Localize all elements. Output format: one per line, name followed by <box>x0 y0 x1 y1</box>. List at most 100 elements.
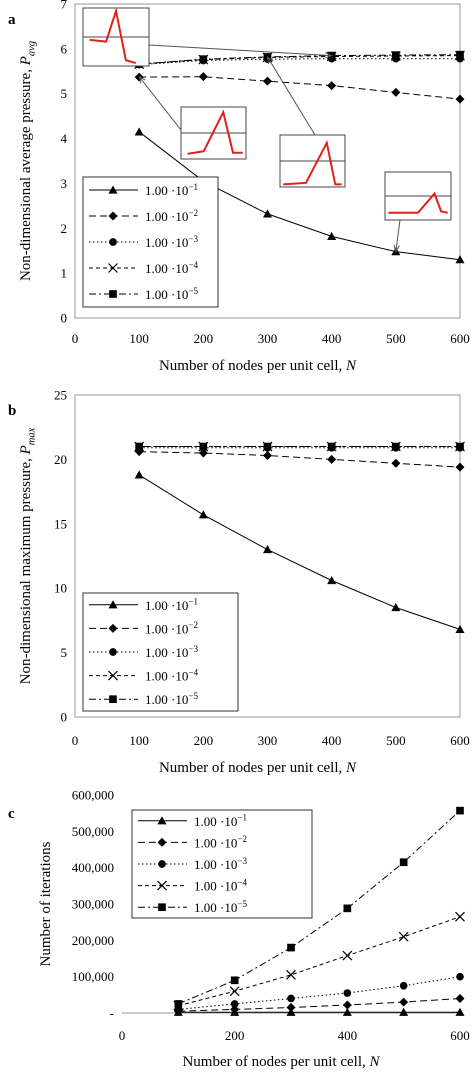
plot-frame <box>74 3 461 319</box>
data-point <box>455 94 465 104</box>
y-tick-label: 4 <box>61 131 68 146</box>
chart-panel-b: b 0 5 10 15 20 25 0 100 200 300 400 500 600 <box>8 388 470 749</box>
y-tick-label: 0 <box>61 710 68 725</box>
y-tick-label: 1 <box>61 266 68 281</box>
legend-marker <box>109 290 117 298</box>
inset-pressure-curve <box>89 6 137 65</box>
x-tick-label: 300 <box>258 733 278 748</box>
legend-box <box>82 592 239 712</box>
y-tick-label: 400,000 <box>72 860 114 875</box>
x-tick-label: 100 <box>129 331 149 346</box>
data-point <box>391 87 401 97</box>
legend-label: 1.00 ·10−2 <box>194 834 247 850</box>
data-point <box>456 972 464 981</box>
legend-label: 1.00 ·10−5 <box>145 691 198 707</box>
data-point <box>134 470 144 479</box>
y-tick-label: 20 <box>54 452 67 467</box>
data-point <box>455 993 465 1003</box>
legend-marker <box>109 648 117 656</box>
data-point <box>263 451 272 461</box>
data-point <box>286 1003 296 1013</box>
legend-label: 1.00 ·10−5 <box>145 286 198 302</box>
data-point <box>342 1007 352 1016</box>
series-line <box>178 998 461 1012</box>
y-tick-label: 600,000 <box>72 788 114 803</box>
data-point <box>286 969 296 980</box>
legend-marker <box>157 880 167 891</box>
legend-marker <box>108 670 118 681</box>
legend-label: 1.00 ·10−4 <box>145 260 198 276</box>
data-point <box>398 931 409 942</box>
inset-thumbnail <box>138 75 247 160</box>
data-point <box>343 904 352 913</box>
data-point <box>342 1000 352 1010</box>
y-tick-label: 10 <box>54 581 67 596</box>
legend-marker <box>109 238 117 246</box>
data-point <box>327 454 337 464</box>
y-axis-label: Non-dimensional maximum pressure, Pmax <box>18 427 38 684</box>
data-point <box>455 624 465 634</box>
inset-arrow <box>148 44 332 57</box>
inset-arrow <box>267 56 316 136</box>
data-point <box>174 1000 183 1008</box>
x-tick-label: 600 <box>450 1028 470 1043</box>
inset-pressure-curve <box>283 139 342 186</box>
data-point <box>455 462 465 472</box>
legend-marker <box>158 860 166 868</box>
data-point <box>392 442 400 451</box>
x-tick-label: 0 <box>72 331 79 346</box>
x-axis-label: Number of nodes per unit cell, N <box>159 358 357 374</box>
data-point <box>399 997 409 1007</box>
y-tick-label: 25 <box>54 388 67 403</box>
data-point <box>399 981 408 990</box>
y-tick-label: 5 <box>61 86 68 101</box>
inset-pressure-curve <box>388 191 448 214</box>
arrowhead <box>138 75 146 84</box>
y-tick-label: 100,000 <box>72 969 114 984</box>
inset-arrow <box>138 76 182 131</box>
y-tick-label: 0 <box>61 311 68 326</box>
data-point <box>455 255 465 264</box>
arrowhead <box>324 52 333 59</box>
x-tick-label: 400 <box>322 733 342 748</box>
x-tick-label: 600 <box>450 733 470 748</box>
legend-label: 1.00 ·10−1 <box>145 182 198 198</box>
series-line <box>178 916 461 1007</box>
series-line <box>138 131 461 261</box>
y-tick-label: 2 <box>61 221 68 236</box>
x-tick-label: 500 <box>386 331 406 346</box>
y-tick-label: 5 <box>61 645 68 660</box>
y-tick-label: 3 <box>61 176 68 191</box>
data-point <box>229 986 240 997</box>
legend-label: 1.00 ·10−4 <box>145 667 198 683</box>
y-tick-label: 300,000 <box>72 897 114 912</box>
series-line <box>178 976 461 1010</box>
data-point <box>455 911 465 922</box>
data-point <box>327 81 337 91</box>
data-point <box>263 76 272 86</box>
x-tick-label: 500 <box>386 733 406 748</box>
series-line <box>139 76 461 100</box>
data-point <box>263 442 272 451</box>
x-tick-label: 100 <box>129 733 149 748</box>
data-point <box>391 603 401 612</box>
legend-label: 1.00 ·10−1 <box>145 597 198 613</box>
legend-marker <box>158 903 166 912</box>
data-point <box>230 976 239 985</box>
x-tick-label: 600 <box>450 331 470 346</box>
legend-marker <box>108 185 118 194</box>
legend-label: 1.00 ·10−2 <box>145 208 198 224</box>
legend-label: 1.00 ·10−5 <box>194 899 247 915</box>
series-line <box>139 58 460 66</box>
x-tick-label: 400 <box>322 331 342 346</box>
data-point <box>456 442 464 451</box>
data-point <box>455 1007 465 1016</box>
data-point <box>199 442 208 451</box>
data-point <box>263 545 272 554</box>
plot-frame <box>74 394 461 718</box>
x-tick-label: 200 <box>194 733 214 748</box>
y-tick-label: 15 <box>54 516 67 531</box>
x-axis-label: Number of nodes per unit cell, N <box>159 760 357 776</box>
legend-label: 1.00 ·10−1 <box>194 813 247 829</box>
y-tick-label: 7 <box>61 0 68 12</box>
